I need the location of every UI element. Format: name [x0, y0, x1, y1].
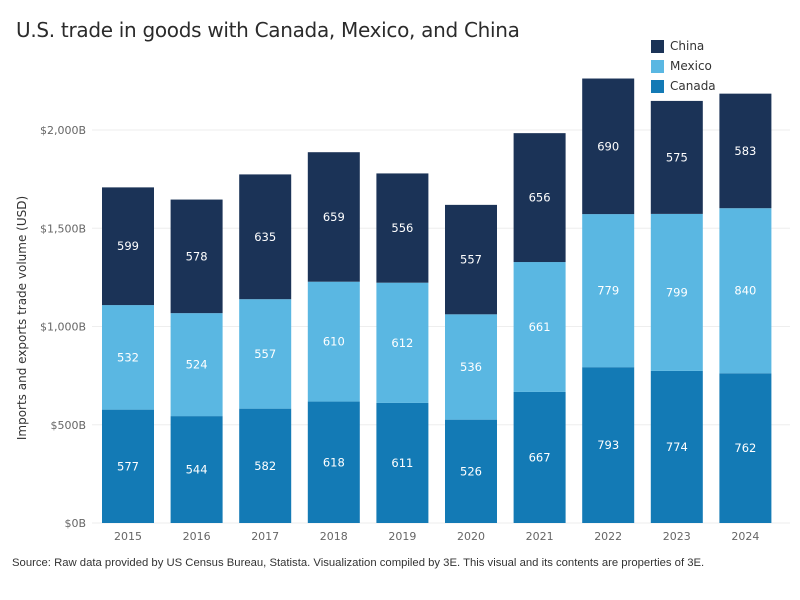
x-tick-label: 2019	[388, 530, 416, 543]
data-label-china-2016: 578	[186, 249, 208, 263]
x-tick-label: 2017	[251, 530, 279, 543]
bar-china-2024	[719, 93, 772, 209]
bar-canada-2016	[170, 416, 223, 523]
legend-swatch-canada	[651, 79, 664, 93]
bar-china-2019	[376, 173, 429, 283]
bar-mexico-2019	[376, 282, 429, 403]
source-footnote: Source: Raw data provided by US Census B…	[12, 557, 705, 569]
data-label-china-2018: 659	[323, 210, 345, 224]
data-label-mexico-2017: 557	[254, 347, 276, 361]
bar-canada-2018	[307, 401, 360, 523]
bar-mexico-2021	[513, 262, 566, 392]
chart-title: U.S. trade in goods with Canada, Mexico,…	[16, 18, 520, 42]
bar-china-2020	[445, 204, 497, 315]
y-tick-label: $0B	[64, 517, 86, 530]
bar-mexico-2016	[170, 313, 223, 417]
bar-china-2016	[170, 199, 223, 314]
data-label-china-2019: 556	[391, 221, 413, 235]
legend-label-china: China	[670, 39, 705, 53]
y-tick-label: $1,500B	[40, 222, 86, 235]
data-label-mexico-2020: 536	[460, 360, 482, 374]
legend-label-mexico: Mexico	[670, 59, 712, 73]
y-tick-label: $2,000B	[40, 124, 86, 137]
bar-china-2023	[650, 100, 703, 214]
data-label-mexico-2016: 524	[186, 358, 208, 372]
x-tick-label: 2024	[731, 530, 759, 543]
bar-china-2018	[307, 152, 360, 282]
bar-mexico-2024	[719, 208, 772, 374]
bar-canada-2021	[513, 391, 566, 523]
data-label-canada-2020: 526	[460, 464, 482, 478]
legend-swatch-mexico	[651, 59, 664, 73]
data-label-china-2023: 575	[666, 150, 688, 164]
data-label-canada-2017: 582	[254, 459, 276, 473]
data-label-canada-2018: 618	[323, 455, 345, 469]
bar-canada-2017	[239, 408, 292, 523]
data-label-canada-2016: 544	[186, 463, 208, 477]
legend-item-mexico[interactable]: Mexico	[651, 56, 716, 76]
bar-mexico-2017	[239, 299, 292, 409]
legend-item-canada[interactable]: Canada	[651, 76, 716, 96]
x-tick-label: 2015	[114, 530, 142, 543]
y-tick-label: $500B	[50, 419, 86, 432]
data-label-mexico-2015: 532	[117, 350, 139, 364]
bar-canada-2022	[582, 367, 635, 523]
bar-mexico-2020	[445, 314, 497, 420]
legend-label-canada: Canada	[670, 79, 716, 93]
data-label-mexico-2021: 661	[529, 320, 551, 334]
bar-china-2022	[582, 78, 635, 215]
bar-canada-2023	[650, 370, 703, 523]
data-label-canada-2024: 762	[734, 441, 756, 455]
legend-item-china[interactable]: China	[651, 36, 716, 56]
bar-mexico-2018	[307, 281, 360, 402]
data-label-china-2020: 557	[460, 253, 482, 267]
data-label-china-2024: 583	[734, 144, 756, 158]
bar-mexico-2023	[650, 213, 703, 371]
legend: China Mexico Canada	[651, 36, 716, 96]
data-label-china-2017: 635	[254, 230, 276, 244]
x-tick-label: 2016	[183, 530, 211, 543]
bar-china-2015	[102, 187, 154, 306]
y-tick-label: $1,000B	[40, 321, 86, 334]
bar-canada-2020	[445, 419, 497, 523]
x-tick-label: 2023	[663, 530, 691, 543]
x-tick-label: 2021	[526, 530, 554, 543]
bar-mexico-2015	[102, 305, 154, 410]
x-tick-label: 2018	[320, 530, 348, 543]
bar-canada-2015	[102, 409, 154, 523]
data-label-canada-2015: 577	[117, 459, 139, 473]
bar-canada-2024	[719, 373, 772, 523]
data-label-canada-2022: 793	[597, 438, 619, 452]
data-label-canada-2021: 667	[529, 450, 551, 464]
data-label-china-2015: 599	[117, 239, 139, 253]
data-label-mexico-2022: 779	[597, 284, 619, 298]
data-label-mexico-2023: 799	[666, 285, 688, 299]
x-tick-label: 2022	[594, 530, 622, 543]
legend-swatch-china	[651, 39, 664, 53]
data-label-mexico-2019: 612	[391, 336, 413, 350]
data-label-mexico-2018: 610	[323, 335, 345, 349]
bar-mexico-2022	[582, 214, 635, 368]
data-label-canada-2023: 774	[666, 440, 688, 454]
bar-canada-2019	[376, 402, 429, 523]
data-label-china-2022: 690	[597, 139, 619, 153]
x-tick-label: 2020	[457, 530, 485, 543]
data-label-mexico-2024: 840	[734, 284, 756, 298]
data-label-china-2021: 656	[529, 191, 551, 205]
data-label-canada-2019: 611	[391, 456, 413, 470]
bar-china-2017	[239, 174, 292, 300]
bar-china-2021	[513, 133, 566, 263]
